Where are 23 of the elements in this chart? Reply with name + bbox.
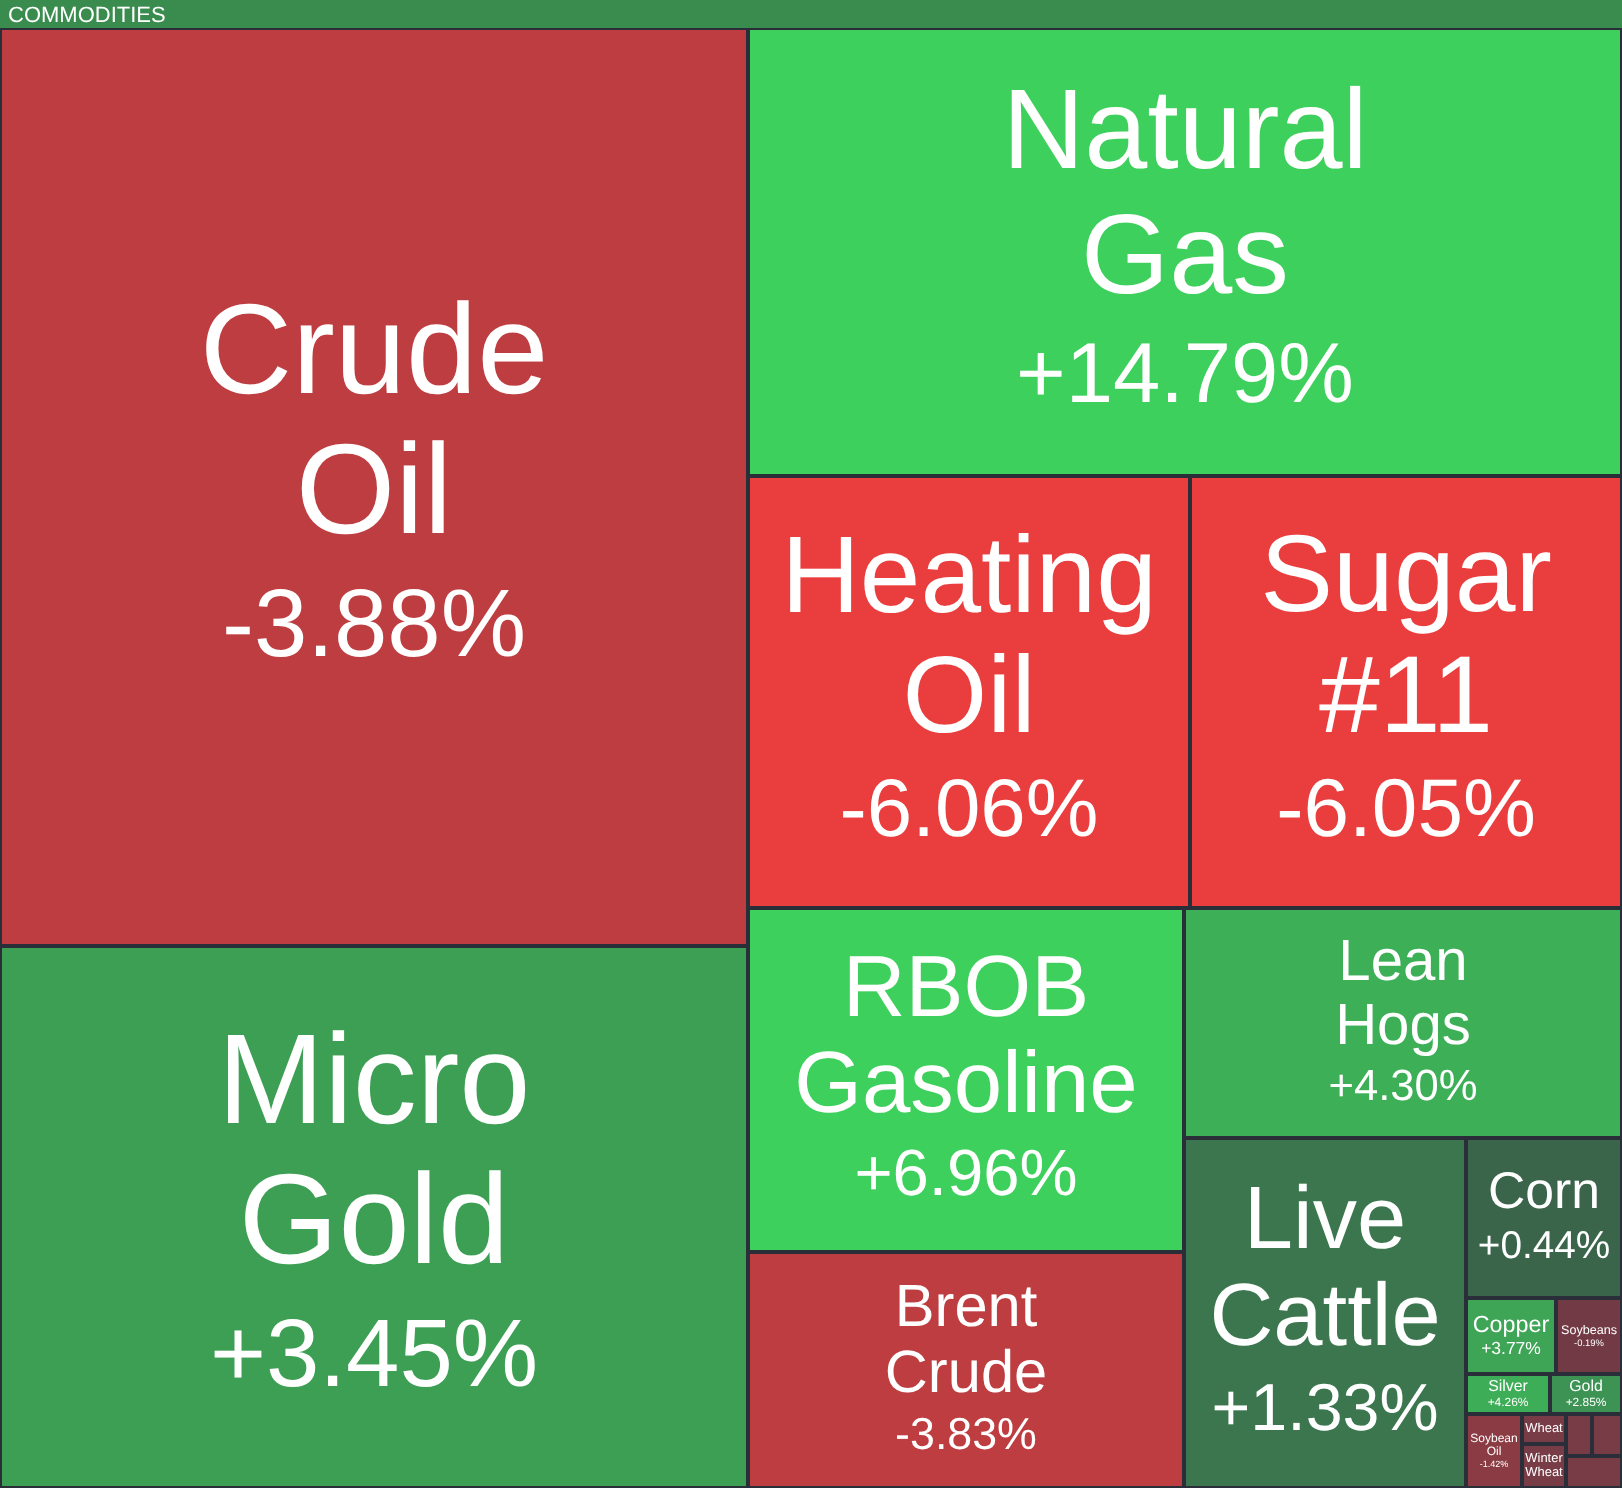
category-label: Lean Hogs bbox=[1335, 930, 1471, 1059]
category-label: Live Cattle bbox=[1209, 1169, 1441, 1366]
category-label: Brent Crude bbox=[884, 1274, 1048, 1406]
data-label: +0.44% bbox=[1477, 1223, 1611, 1268]
category-label: Natural Gas bbox=[1002, 68, 1368, 320]
category-label: RBOB Gasoline bbox=[794, 939, 1138, 1132]
category-label: Crude Oil bbox=[199, 276, 549, 562]
category-label: Sugar #11 bbox=[1260, 513, 1552, 756]
category-label: Corn bbox=[1487, 1164, 1601, 1221]
data-label: +3.45% bbox=[209, 1301, 539, 1408]
data-label: -6.06% bbox=[839, 761, 1099, 854]
data-label: -3.83% bbox=[895, 1408, 1038, 1459]
data-label: +1.33% bbox=[1211, 1371, 1439, 1446]
data-label: -3.88% bbox=[221, 571, 527, 678]
text: COMMODITIES bbox=[8, 4, 166, 29]
data-label: +4.30% bbox=[1328, 1059, 1478, 1110]
data-label: +6.96% bbox=[854, 1134, 1078, 1209]
category-label: Heating Oil bbox=[781, 513, 1157, 756]
category-label: Micro Gold bbox=[217, 1006, 531, 1292]
data-label: +3.77% bbox=[1481, 1337, 1542, 1358]
data-label: +14.79% bbox=[1016, 327, 1354, 422]
category-label: Copper bbox=[1472, 1311, 1550, 1338]
data-label: -6.05% bbox=[1276, 762, 1536, 855]
